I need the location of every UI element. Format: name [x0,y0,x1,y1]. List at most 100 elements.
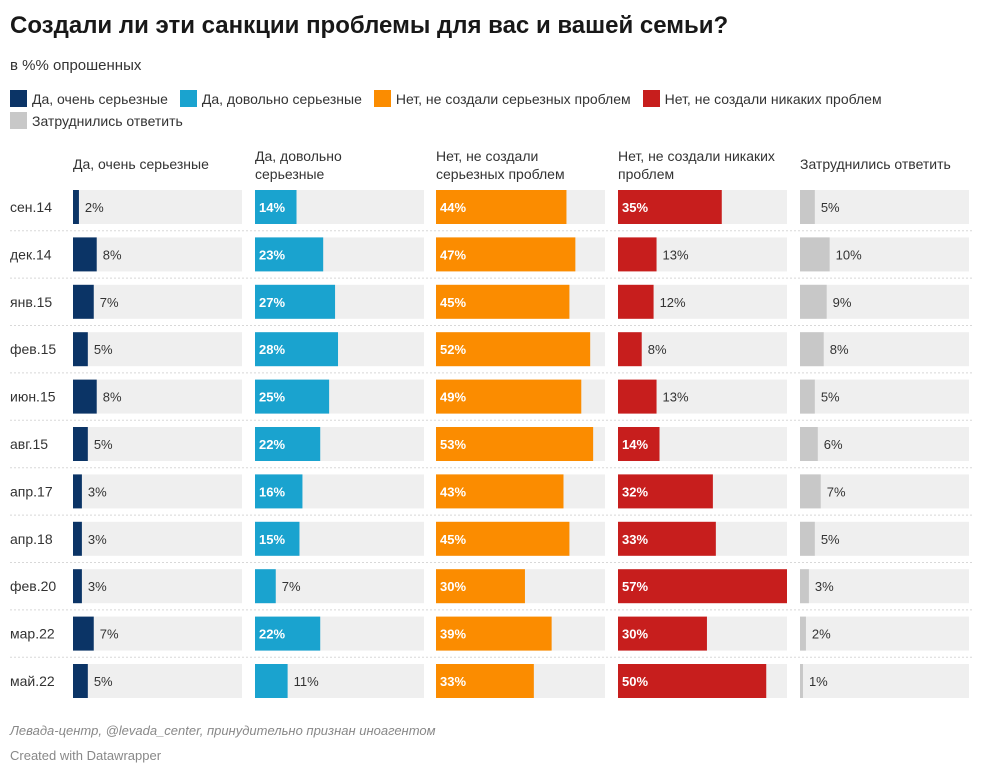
bar [800,521,815,556]
bar [73,237,97,272]
bar-value-label: 7% [282,579,301,594]
bar-value-label: 8% [103,247,122,262]
legend-swatch-very-serious [10,90,27,107]
bar [436,332,591,367]
bar-track [73,474,242,509]
bar-track [73,427,242,461]
bar-value-label: 44% [440,200,466,215]
bar-track [800,521,969,556]
column-header: проблем [618,166,674,182]
legend-item-fairly-serious: Да, довольно серьезные [179,90,362,107]
bar-value-label: 10% [836,247,862,262]
bar-track [73,332,242,367]
bar-track [73,521,242,556]
bar-value-label: 12% [660,295,686,310]
bar-value-label: 14% [259,200,285,215]
bar-value-label: 30% [622,627,648,642]
legend-swatch-dont-know [10,112,27,129]
bar-value-label: 39% [440,627,466,642]
row-label: дек.14 [10,246,52,262]
bar [800,474,821,509]
row-label: май.22 [10,673,55,689]
bar [800,237,830,272]
bar-value-label: 8% [648,342,667,357]
bar-track [73,379,242,414]
bar-value-label: 5% [94,342,113,357]
bar-value-label: 15% [259,532,285,547]
bar-value-label: 9% [833,295,852,310]
bar-value-label: 5% [94,674,113,689]
bar-value-label: 27% [259,295,285,310]
bar-value-label: 3% [88,484,107,499]
bar [800,569,809,604]
bar-value-label: 2% [812,627,831,642]
chart-subtitle: в %% опрошенных [10,57,142,74]
bar [73,427,88,461]
bar [436,569,525,604]
row-label: фев.15 [10,341,56,357]
bar-value-label: 23% [259,247,285,262]
bar-value-label: 30% [440,579,466,594]
bar [255,569,276,604]
bar-value-label: 43% [440,484,466,499]
bar [73,616,94,651]
bar-value-label: 1% [809,674,828,689]
bar [73,664,88,698]
bar [73,332,88,367]
bar-value-label: 49% [440,390,466,405]
bar-value-label: 3% [815,579,834,594]
bar [800,332,824,367]
source-note: Левада-центр, @levada_center, принудител… [10,723,436,738]
bar [618,379,657,414]
bar [73,474,82,509]
legend-label-no-serious: Нет, не создали серьезных проблем [395,90,631,107]
bar [800,616,806,651]
bar-track [618,332,787,367]
bar-track [800,427,969,461]
column-header: Да, довольно [255,148,342,164]
bar [618,190,722,224]
bar-value-label: 5% [94,437,113,452]
bar-value-label: 11% [294,674,319,689]
bar [800,190,815,224]
bar [73,190,79,224]
column-header: серьезных проблем [436,166,565,182]
bar [436,664,534,698]
legend-item-no-serious: Нет, не создали серьезных проблем [373,90,631,107]
chart-title: Создали ли эти санкции проблемы для вас … [10,12,729,39]
bar [800,379,815,414]
bar-value-label: 7% [100,295,119,310]
bar [255,521,300,556]
bar-value-label: 13% [663,247,689,262]
bar [436,427,594,461]
bar-value-label: 22% [259,437,285,452]
bar-value-label: 8% [103,390,122,405]
bar-track [800,190,969,224]
bar-value-label: 47% [440,247,466,262]
bar [255,664,288,698]
legend: Да, очень серьезные Да, довольно серьезн… [10,90,970,129]
bar [255,332,339,367]
bar [436,237,576,272]
bar [618,237,657,272]
bar [255,474,303,509]
legend-swatch-fairly-serious [179,90,197,107]
bar [618,521,716,556]
bar-value-label: 5% [821,200,840,215]
bar [618,569,787,604]
bar [73,379,97,414]
row-label: фев.20 [10,578,56,594]
bar-value-label: 3% [88,579,107,594]
legend-label-very-serious: Да, очень серьезные [32,90,168,107]
legend-item-no-problems: Нет, не создали никаких проблем [642,90,882,107]
bar-track [73,664,242,698]
bar [255,190,297,224]
datawrapper-credit[interactable]: Created with Datawrapper [10,748,162,763]
bar-value-label: 7% [100,627,119,642]
bar-track [800,474,969,509]
bar-track [73,569,242,604]
bar-track [800,284,969,319]
legend-swatch-no-serious [373,90,391,107]
bar-value-label: 52% [440,342,466,357]
